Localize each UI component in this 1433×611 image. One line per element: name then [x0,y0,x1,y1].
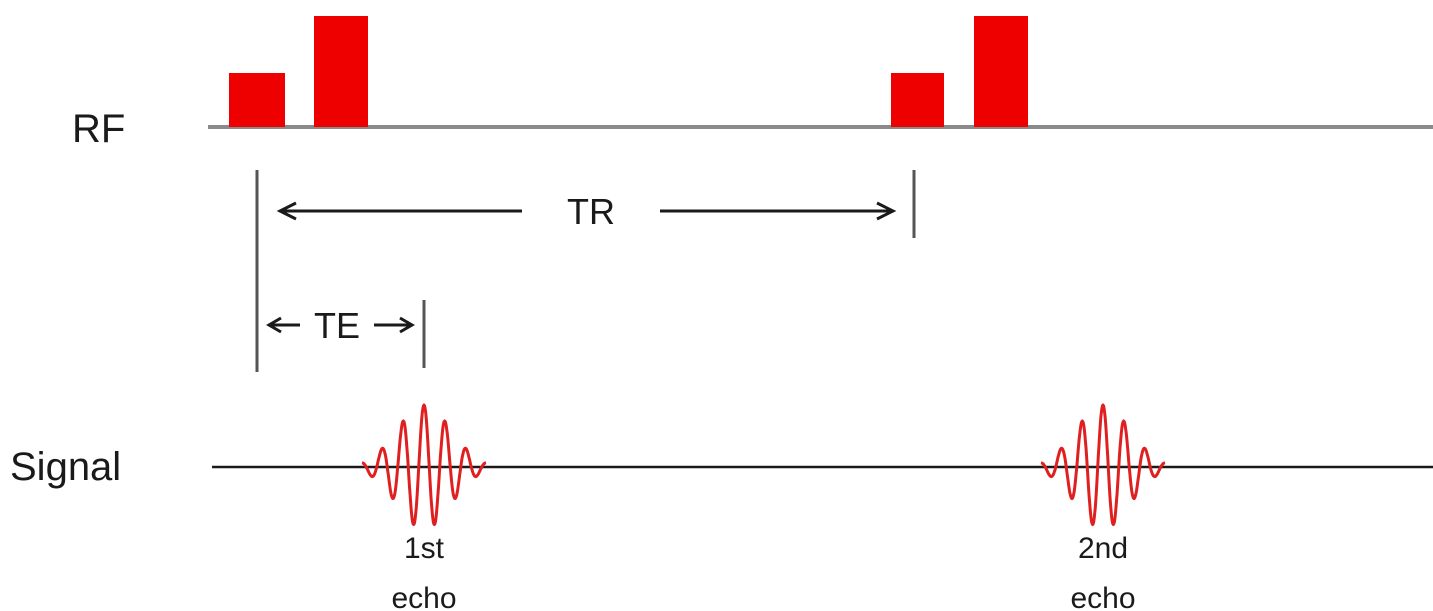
rf-pulse-1a [229,73,285,127]
echo-1-ordinal: 1st [404,532,445,565]
rf-pulse-2a [891,73,944,127]
rf-row-label: RF [72,107,125,151]
echo-2-word: echo [1070,582,1135,611]
rf-pulse-2b [974,16,1028,127]
te-arrow [266,316,415,334]
echo-waveform-2 [1040,403,1166,526]
rf-pulse-1b [314,16,368,127]
tr-arrow [276,201,897,221]
te-label: TE [314,305,360,346]
tr-label: TR [567,191,615,232]
echo-2-ordinal: 2nd [1078,532,1128,565]
echo-waveform-1 [361,403,487,526]
signal-row-label: Signal [10,445,121,489]
echo-1-word: echo [391,582,456,611]
